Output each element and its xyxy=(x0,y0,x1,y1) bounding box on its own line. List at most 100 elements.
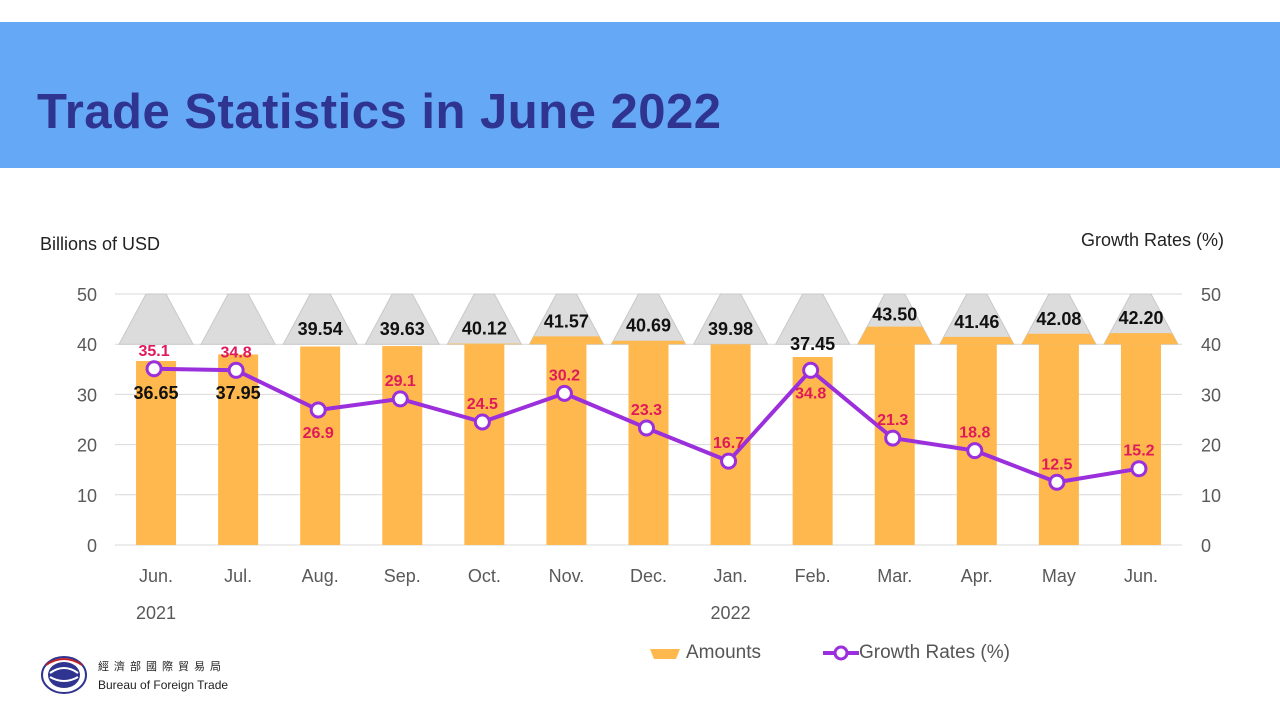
legend-bar-swatch xyxy=(650,649,680,659)
left-tick-label: 40 xyxy=(77,335,97,355)
bureau-logo-icon xyxy=(41,656,87,694)
growth-data-label: 16.7 xyxy=(713,435,744,452)
growth-point xyxy=(391,390,409,408)
category-label: Jun. xyxy=(1124,566,1158,586)
category-label: Sep. xyxy=(384,566,421,586)
growth-data-label: 24.5 xyxy=(467,396,498,413)
right-tick-label: 0 xyxy=(1201,536,1211,556)
category-label: Jan. xyxy=(714,566,748,586)
category-label: Jun. xyxy=(139,566,173,586)
bar-cap-fill xyxy=(1103,333,1178,345)
category-label: Mar. xyxy=(877,566,912,586)
growth-data-label: 34.8 xyxy=(221,344,252,361)
growth-point xyxy=(802,361,820,379)
bar-cap-background xyxy=(364,293,441,345)
amount-data-label: 37.95 xyxy=(216,383,261,403)
amount-data-label: 40.69 xyxy=(626,316,671,336)
growth-point xyxy=(227,361,245,379)
bar xyxy=(792,357,833,545)
category-label: Oct. xyxy=(468,566,501,586)
org-name-chinese: 經濟部國際貿易局 xyxy=(98,661,226,673)
growth-point xyxy=(638,419,655,437)
growth-data-label: 29.1 xyxy=(385,373,416,390)
org-name-english: Bureau of Foreign Trade xyxy=(98,678,229,692)
bar-cap-fill xyxy=(611,340,686,345)
category-label: Feb. xyxy=(795,566,831,586)
bar xyxy=(546,344,587,545)
bar xyxy=(628,344,669,545)
bar xyxy=(218,354,259,545)
legend-label-growth: Growth Rates (%) xyxy=(859,642,1010,663)
right-tick-label: 20 xyxy=(1201,436,1221,456)
amount-data-label: 43.50 xyxy=(872,305,917,325)
growth-data-label: 12.5 xyxy=(1041,456,1072,473)
amount-data-label: 39.98 xyxy=(708,319,753,339)
legend-line-swatch xyxy=(823,645,859,661)
page-title: Trade Statistics in June 2022 xyxy=(37,85,722,139)
amount-data-label: 39.63 xyxy=(380,319,425,339)
org-footer: 經濟部國際貿易局 Bureau of Foreign Trade xyxy=(40,655,228,695)
bar xyxy=(1120,344,1161,545)
amount-data-label: 41.57 xyxy=(544,311,589,331)
amount-data-label: 37.45 xyxy=(790,334,835,354)
left-tick-label: 0 xyxy=(87,536,97,556)
title-banner xyxy=(0,22,1280,168)
bar-cap-fill xyxy=(447,343,522,345)
right-axis-title: Growth Rates (%) xyxy=(1080,230,1224,250)
growth-data-label: 26.9 xyxy=(303,425,334,442)
amount-data-label: 36.65 xyxy=(134,383,179,403)
growth-data-label: 30.2 xyxy=(549,367,580,384)
growth-point xyxy=(884,429,902,447)
left-tick-label: 50 xyxy=(77,285,97,305)
year-label: 2021 xyxy=(136,603,176,623)
legend-amounts: Amounts xyxy=(650,642,761,664)
growth-data-label: 15.2 xyxy=(1123,443,1154,460)
right-tick-label: 40 xyxy=(1201,335,1221,355)
bar xyxy=(464,344,505,545)
growth-point xyxy=(145,360,163,378)
category-label: Aug. xyxy=(302,566,339,586)
growth-point xyxy=(309,401,327,419)
amount-data-label: 39.54 xyxy=(298,319,343,339)
growth-point xyxy=(555,384,573,402)
growth-point xyxy=(966,442,984,460)
legend-label-amounts: Amounts xyxy=(686,642,761,663)
category-label: Dec. xyxy=(630,566,667,586)
category-label: May xyxy=(1042,566,1076,586)
bar-cap-background xyxy=(774,293,851,345)
category-label: Nov. xyxy=(549,566,585,586)
bar-cap-background xyxy=(200,293,276,345)
bar-cap-fill xyxy=(529,336,604,345)
year-label: 2022 xyxy=(711,603,751,623)
bar xyxy=(300,346,341,545)
bar-cap-fill xyxy=(1021,333,1096,345)
category-label: Apr. xyxy=(961,566,993,586)
bar-cap-background xyxy=(692,293,769,345)
growth-data-label: 23.3 xyxy=(631,402,662,419)
bar-cap-background xyxy=(118,293,194,345)
right-tick-label: 30 xyxy=(1201,385,1221,405)
growth-data-label: 21.3 xyxy=(877,412,908,429)
amount-data-label: 41.46 xyxy=(954,312,999,332)
left-tick-label: 20 xyxy=(77,436,97,456)
right-tick-label: 10 xyxy=(1201,486,1221,506)
left-axis-title: Billions of USD xyxy=(40,234,161,254)
growth-data-label: 34.8 xyxy=(795,385,826,402)
growth-data-label: 35.1 xyxy=(138,343,169,360)
amount-data-label: 42.08 xyxy=(1036,309,1081,329)
bar xyxy=(136,361,177,545)
bar-cap-fill xyxy=(857,326,932,345)
growth-point xyxy=(720,452,738,470)
right-tick-label: 50 xyxy=(1201,285,1221,305)
growth-point xyxy=(1130,460,1148,478)
bar-cap-fill xyxy=(939,336,1014,345)
category-label: Jul. xyxy=(224,566,252,586)
bar-cap-background xyxy=(282,293,359,345)
amount-data-label: 40.12 xyxy=(462,319,507,339)
growth-data-label: 18.8 xyxy=(959,425,990,442)
bar xyxy=(382,346,423,545)
growth-point xyxy=(473,413,491,431)
legend-growth: Growth Rates (%) xyxy=(823,642,1010,664)
growth-point xyxy=(1048,473,1066,491)
